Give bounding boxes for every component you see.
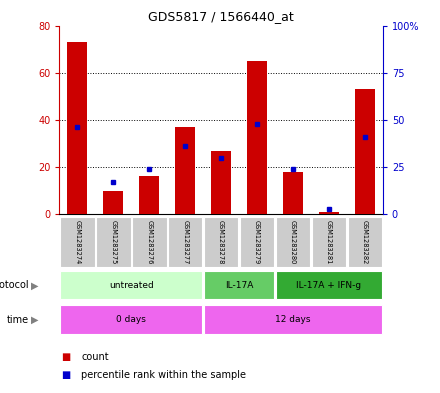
- Text: IL-17A + IFN-g: IL-17A + IFN-g: [296, 281, 362, 290]
- Title: GDS5817 / 1566440_at: GDS5817 / 1566440_at: [148, 10, 294, 23]
- Bar: [312, 217, 346, 267]
- Bar: [319, 212, 339, 214]
- Text: untreated: untreated: [109, 281, 154, 290]
- Bar: [168, 217, 202, 267]
- Text: GSM1283281: GSM1283281: [326, 220, 332, 264]
- Text: ■: ■: [62, 352, 71, 362]
- Text: 12 days: 12 days: [275, 315, 311, 324]
- Bar: [67, 42, 87, 214]
- Text: ▶: ▶: [31, 314, 38, 325]
- Bar: [175, 127, 195, 214]
- Bar: [247, 61, 267, 214]
- Bar: [348, 217, 382, 267]
- Bar: [139, 176, 159, 214]
- Text: GSM1283280: GSM1283280: [290, 220, 296, 264]
- Text: ▶: ▶: [31, 280, 38, 290]
- Text: GSM1283275: GSM1283275: [110, 220, 116, 264]
- Bar: [60, 305, 202, 334]
- Text: ■: ■: [62, 370, 71, 380]
- Text: GSM1283277: GSM1283277: [182, 220, 188, 264]
- Bar: [204, 305, 382, 334]
- Bar: [60, 271, 202, 299]
- Text: 0 days: 0 days: [116, 315, 146, 324]
- Text: GSM1283278: GSM1283278: [218, 220, 224, 264]
- Text: GSM1283279: GSM1283279: [254, 220, 260, 264]
- Bar: [204, 217, 238, 267]
- Text: time: time: [7, 314, 29, 325]
- Bar: [275, 217, 310, 267]
- Text: GSM1283282: GSM1283282: [362, 220, 368, 264]
- Text: IL-17A: IL-17A: [225, 281, 253, 290]
- Text: count: count: [81, 352, 109, 362]
- Bar: [240, 217, 275, 267]
- Bar: [355, 89, 375, 214]
- Bar: [283, 172, 303, 214]
- Bar: [96, 217, 131, 267]
- Text: percentile rank within the sample: percentile rank within the sample: [81, 370, 246, 380]
- Bar: [275, 271, 382, 299]
- Bar: [60, 217, 95, 267]
- Text: protocol: protocol: [0, 280, 29, 290]
- Bar: [103, 191, 123, 214]
- Bar: [132, 217, 167, 267]
- Text: GSM1283276: GSM1283276: [146, 220, 152, 264]
- Bar: [204, 271, 275, 299]
- Text: GSM1283274: GSM1283274: [74, 220, 81, 264]
- Bar: [211, 151, 231, 214]
